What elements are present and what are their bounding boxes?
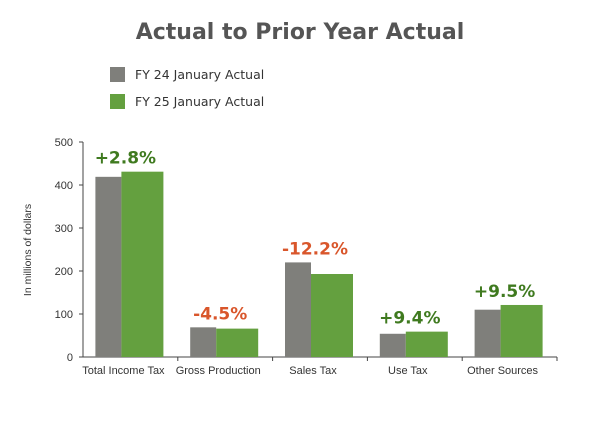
legend-label-fy24: FY 24 January Actual — [135, 66, 265, 82]
data-label-pct-change: +2.8% — [95, 149, 156, 169]
x-tick-label: Use Tax — [388, 365, 428, 377]
bar-fy24 — [474, 309, 501, 357]
legend: FY 24 January Actual FY 25 January Actua… — [110, 66, 264, 120]
y-tick-label: 200 — [55, 266, 73, 278]
bar-fy24 — [285, 262, 311, 357]
y-tick-label: 0 — [67, 352, 73, 364]
legend-item-fy24: FY 24 January Actual — [110, 66, 264, 82]
x-tick-label: Sales Tax — [289, 365, 337, 377]
legend-label-fy25: FY 25 January Actual — [135, 93, 265, 109]
bar-fy24 — [190, 327, 217, 357]
legend-swatch-fy25 — [110, 93, 125, 109]
data-label-pct-change: +9.4% — [379, 309, 440, 329]
data-label-pct-change: -12.2% — [282, 239, 348, 259]
x-tick-label: Total Income Tax — [82, 365, 165, 377]
y-tick-label: 500 — [55, 137, 73, 149]
bar-fy24 — [379, 333, 406, 357]
data-label-pct-change: -4.5% — [193, 304, 247, 324]
bar-fy25 — [500, 304, 543, 357]
bar-fy25 — [405, 331, 448, 357]
bar-fy24 — [95, 176, 122, 357]
legend-item-fy25: FY 25 January Actual — [110, 93, 264, 109]
x-tick-label: Gross Production — [176, 365, 261, 377]
legend-swatch-fy24 — [110, 66, 125, 82]
y-axis-label: In millions of dollars — [22, 204, 34, 296]
data-label-pct-change: +9.5% — [474, 282, 535, 302]
y-tick-label: 100 — [55, 309, 73, 321]
y-tick-label: 300 — [55, 223, 73, 235]
bar-fy25 — [121, 171, 164, 357]
bar-fy25 — [216, 328, 259, 357]
bar-fy25 — [311, 274, 353, 357]
x-tick-label: Other Sources — [467, 365, 538, 377]
chart-title: Actual to Prior Year Actual — [135, 20, 465, 45]
y-tick-label: 400 — [55, 180, 73, 192]
